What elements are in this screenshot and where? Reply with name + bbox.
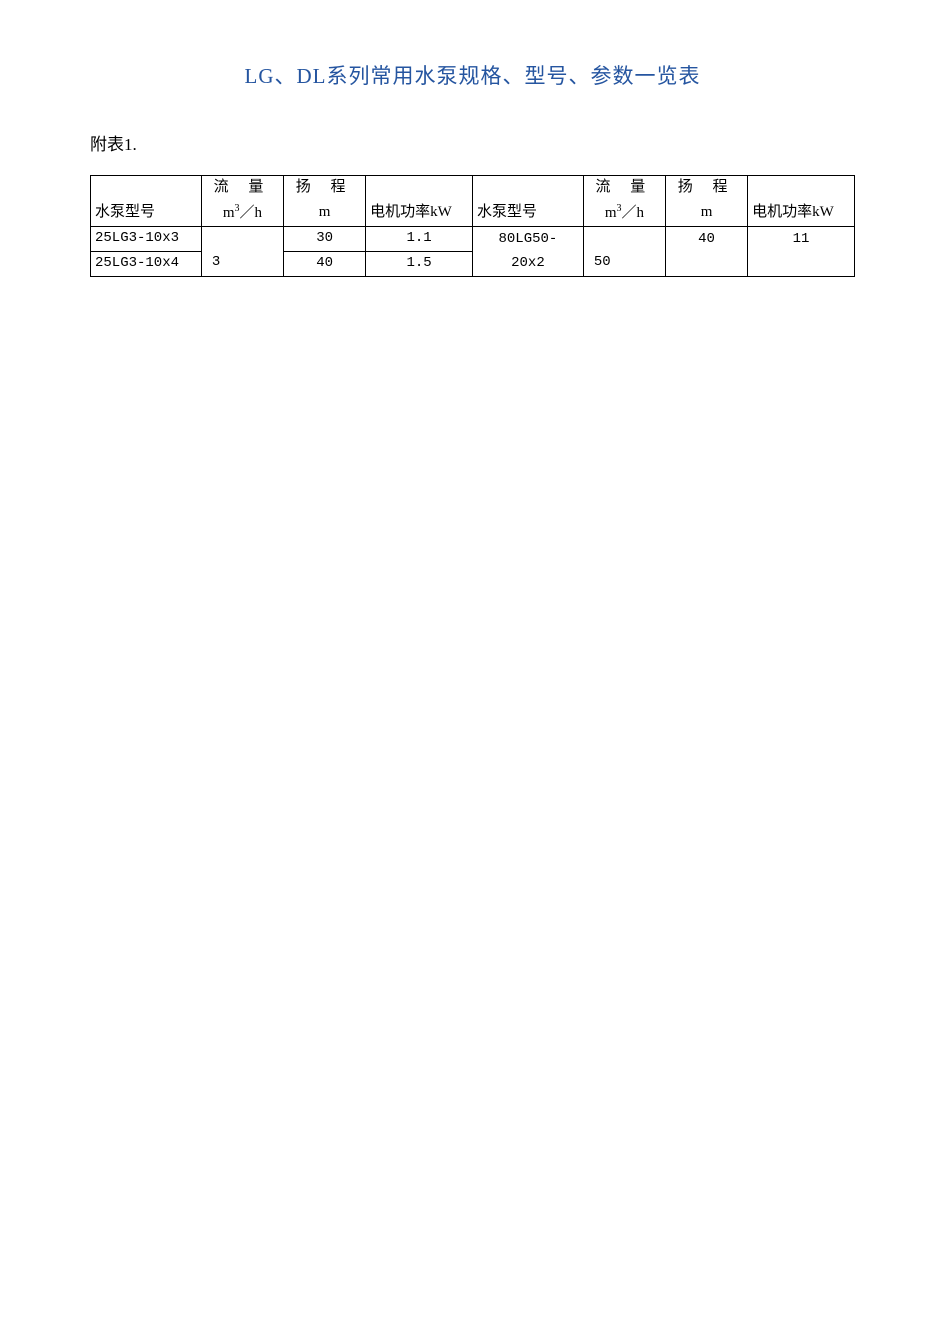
- hdr-flow-unit-r: m3／h: [583, 200, 665, 226]
- head-cell: [666, 251, 748, 276]
- hdr-head-r: 扬 程: [666, 176, 748, 201]
- hdr-model-label: 水泵型号: [91, 200, 202, 226]
- model-cell: 80LG50-: [472, 226, 583, 251]
- hdr-power-label: 电机功率kW: [366, 200, 473, 226]
- model-cell: 25LG3-10x3: [91, 226, 202, 251]
- hdr-model-label-r: 水泵型号: [472, 200, 583, 226]
- hdr-flow: 流 量: [201, 176, 283, 201]
- power-cell: [748, 251, 855, 276]
- hdr-flow-unit: m3／h: [201, 200, 283, 226]
- flow-cell: 3: [201, 226, 283, 276]
- flow-cell: 50: [583, 226, 665, 276]
- hdr-model: [91, 176, 202, 201]
- appendix-label: 附表1.: [90, 130, 855, 155]
- page-title: LG、DL系列常用水泵规格、型号、参数一览表: [90, 60, 855, 90]
- pump-spec-table: 流 量扬 程流 量扬 程水泵型号m3／hm电机功率kW水泵型号m3／hm电机功率…: [90, 175, 855, 277]
- head-cell: 40: [284, 251, 366, 276]
- model-cell: 20x2: [472, 251, 583, 276]
- head-cell: 40: [666, 226, 748, 251]
- power-cell: 1.1: [366, 226, 473, 251]
- hdr-power-r: [748, 176, 855, 201]
- table-row: 25LG3-10x33301.180LG50-504011: [91, 226, 855, 251]
- head-cell: 30: [284, 226, 366, 251]
- hdr-power-label-r: 电机功率kW: [748, 200, 855, 226]
- hdr-head-unit-r: m: [666, 200, 748, 226]
- hdr-head-unit: m: [284, 200, 366, 226]
- hdr-flow-r: 流 量: [583, 176, 665, 201]
- power-cell: 1.5: [366, 251, 473, 276]
- model-cell: 25LG3-10x4: [91, 251, 202, 276]
- power-cell: 11: [748, 226, 855, 251]
- hdr-model-r: [472, 176, 583, 201]
- hdr-head: 扬 程: [284, 176, 366, 201]
- hdr-power: [366, 176, 473, 201]
